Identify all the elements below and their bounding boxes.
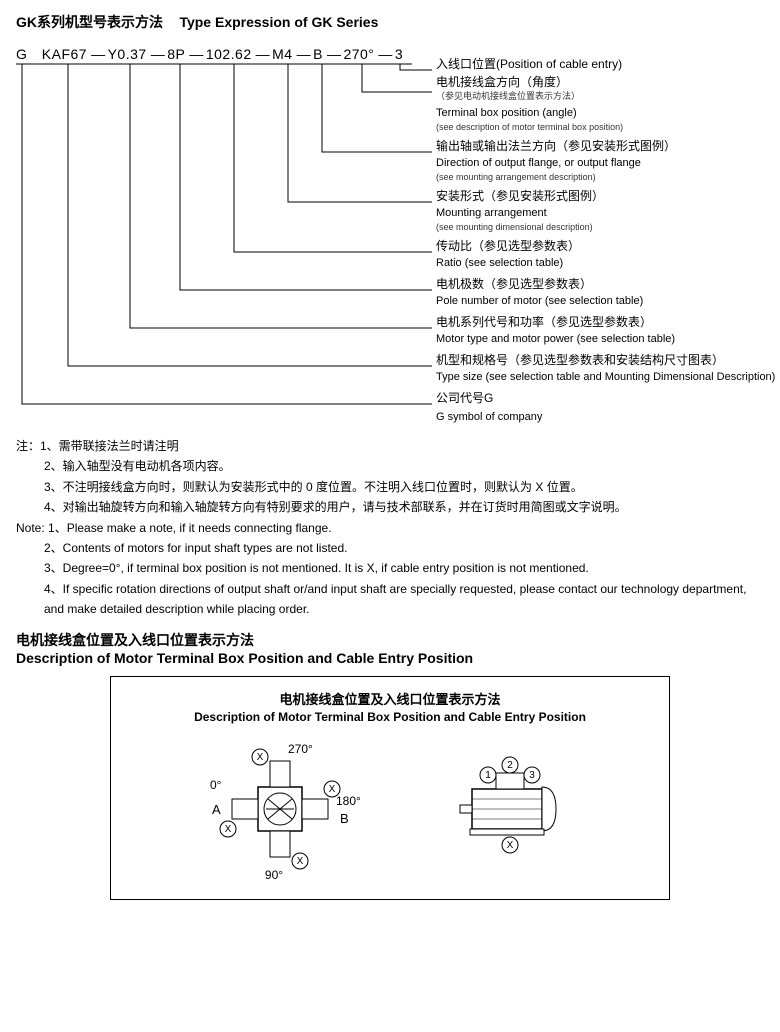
svg-text:X: X: [297, 856, 304, 867]
desc-item: 输出轴或输出法兰方向（参见安装形式图例）: [436, 138, 676, 154]
box-title-en: Description of Motor Terminal Box Positi…: [121, 710, 659, 724]
section2-title: 电机接线盒位置及入线口位置表示方法 Description of Motor T…: [16, 630, 764, 666]
section1-title: GK系列机型号表示方法 Type Expression of GK Series: [16, 12, 764, 32]
desc-item: Direction of output flange, or output fl…: [436, 156, 641, 183]
svg-text:X: X: [225, 824, 232, 835]
svg-text:X: X: [507, 840, 514, 851]
note-en-2: 2、Contents of motors for input shaft typ…: [16, 538, 764, 558]
svg-text:2: 2: [507, 760, 513, 771]
desc-item: 电机接线盒方向（角度）（参见电动机接线盒位置表示方法）: [436, 74, 580, 102]
box-title-cn: 电机接线盒位置及入线口位置表示方法: [121, 689, 659, 708]
desc-item: Type size (see selection table and Mount…: [436, 370, 775, 385]
svg-text:3: 3: [529, 770, 535, 781]
svg-text:X: X: [329, 784, 336, 795]
svg-text:0°: 0°: [210, 778, 222, 792]
notes-block: 注：1、需带联接法兰时请注明 2、输入轴型没有电动机各项内容。 3、不注明接线盒…: [16, 436, 764, 620]
desc-item: Terminal box position (angle)(see descri…: [436, 106, 623, 133]
desc-item: Pole number of motor (see selection tabl…: [436, 294, 643, 309]
section2-title-cn: 电机接线盒位置及入线口位置表示方法: [16, 630, 764, 650]
desc-item: 公司代号G: [436, 390, 493, 406]
note-en-3: 3、Degree=0°, if terminal box position is…: [16, 558, 764, 578]
desc-item: 入线口位置(Position of cable entry): [436, 56, 622, 72]
svg-text:1: 1: [485, 770, 491, 781]
note-cn-1: 注：1、需带联接法兰时请注明: [16, 436, 764, 456]
desc-item: G symbol of company: [436, 410, 542, 425]
section1-title-cn: GK系列机型号表示方法: [16, 14, 163, 30]
svg-text:270°: 270°: [288, 742, 313, 756]
desc-item: 电机系列代号和功率（参见选型参数表）: [436, 314, 652, 330]
note-cn-4: 4、对输出轴旋转方向和输入轴旋转方向有特别要求的用户，请与技术部联系，并在订货时…: [16, 497, 764, 517]
desc-item: 电机极数（参见选型参数表）: [436, 276, 592, 292]
svg-text:180°: 180°: [336, 794, 361, 808]
terminal-box-diagram: 电机接线盒位置及入线口位置表示方法 Description of Motor T…: [110, 676, 670, 900]
section1-title-en: Type Expression of GK Series: [179, 14, 378, 30]
desc-item: 安装形式（参见安装形式图例）: [436, 188, 604, 204]
note-en-4: 4、If specific rotation directions of out…: [16, 579, 764, 620]
desc-item: 机型和规格号（参见选型参数表和安装结构尺寸图表）: [436, 352, 724, 368]
svg-text:A: A: [212, 802, 221, 817]
desc-item: 传动比（参见选型参数表）: [436, 238, 580, 254]
svg-text:B: B: [340, 811, 349, 826]
note-cn-2: 2、输入轴型没有电动机各项内容。: [16, 456, 764, 476]
type-expression-diagram: G KAF67—Y0.37—8P—102.62—M4—B—270°—3 入线口位…: [16, 42, 764, 432]
note-en-1: Note: 1、Please make a note, if it needs …: [16, 518, 764, 538]
section2-title-en: Description of Motor Terminal Box Positi…: [16, 650, 764, 666]
note-cn-3: 3、不注明接线盒方向时，则默认为安装形式中的 0 度位置。不注明入线口位置时，则…: [16, 477, 764, 497]
desc-item: Ratio (see selection table): [436, 256, 563, 271]
desc-item: Mounting arrangement(see mounting dimens…: [436, 206, 593, 233]
motor-position-svg: X X X X 270° 180° 90° 0° A B: [130, 734, 650, 884]
svg-text:X: X: [257, 752, 264, 763]
desc-item: Motor type and motor power (see selectio…: [436, 332, 675, 347]
svg-text:90°: 90°: [265, 868, 283, 882]
